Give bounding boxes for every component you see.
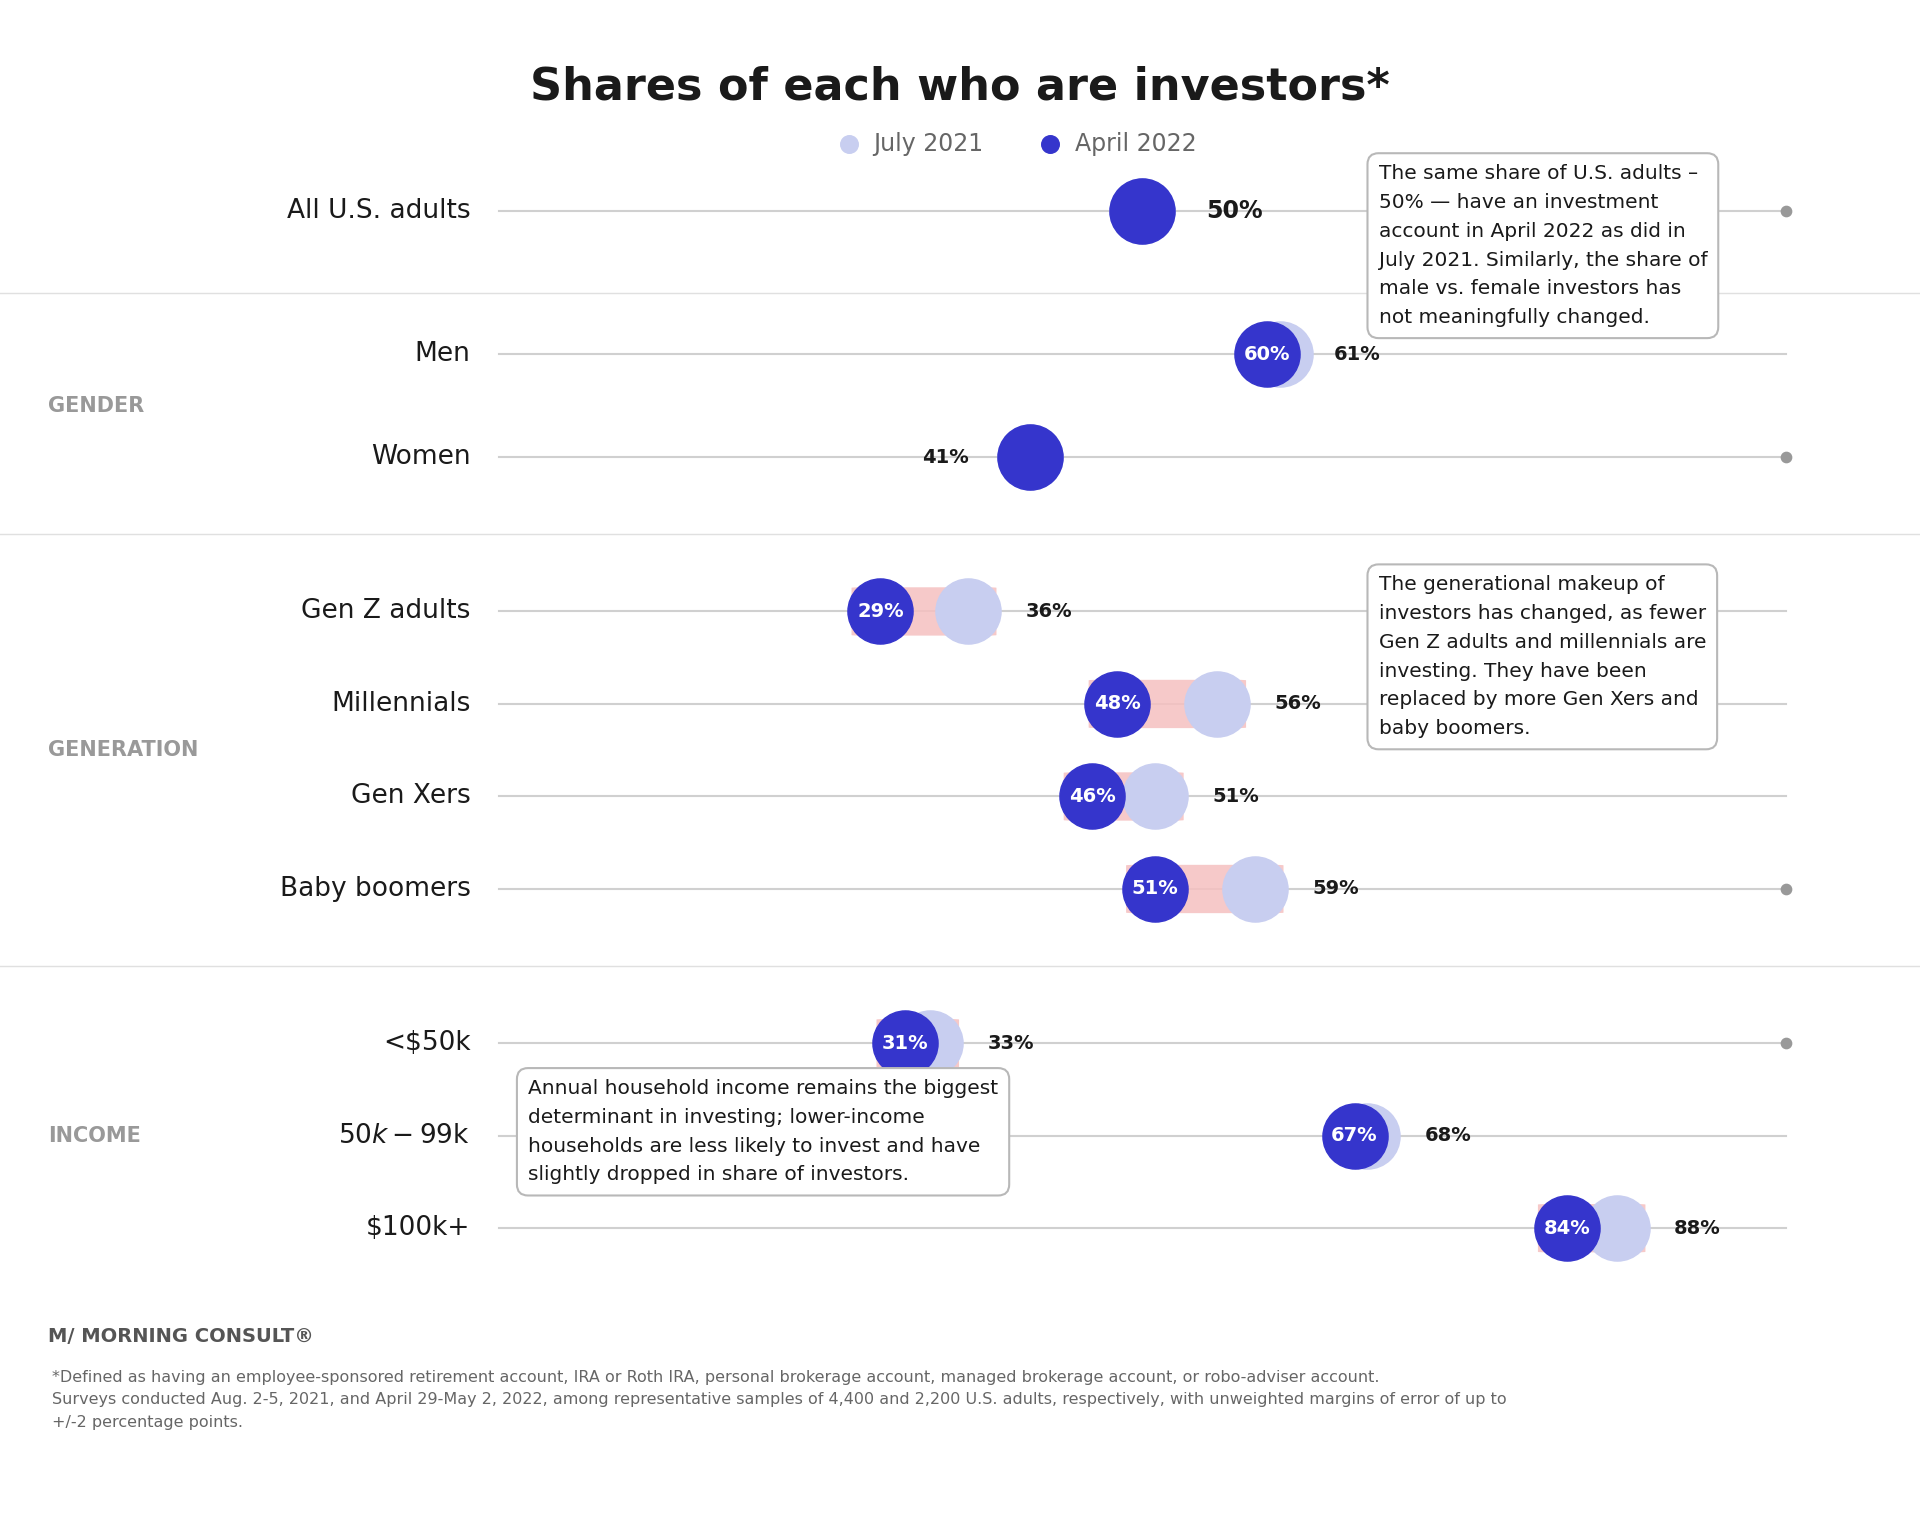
FancyBboxPatch shape [1064, 773, 1183, 820]
Point [1265, 343, 1296, 367]
Text: 84%: 84% [1544, 1218, 1590, 1238]
Point [864, 599, 895, 624]
Point [1014, 445, 1044, 470]
Point [1770, 198, 1801, 223]
Text: The same share of U.S. adults –
50% — have an investment
account in April 2022 a: The same share of U.S. adults – 50% — ha… [1379, 164, 1707, 327]
Text: <$50k: <$50k [382, 1031, 470, 1057]
FancyBboxPatch shape [1089, 680, 1246, 728]
Point [1601, 1217, 1632, 1241]
Text: 48%: 48% [1094, 694, 1140, 713]
FancyBboxPatch shape [1538, 1204, 1645, 1252]
Text: Baby boomers: Baby boomers [280, 876, 470, 902]
Text: All U.S. adults: All U.S. adults [286, 198, 470, 224]
Text: 29%: 29% [856, 602, 904, 621]
Point [1140, 785, 1171, 809]
Point [891, 1031, 922, 1055]
Text: $100k+: $100k+ [367, 1215, 470, 1241]
Text: 36%: 36% [1025, 602, 1071, 621]
Point [1240, 877, 1271, 902]
Text: 60%: 60% [1244, 346, 1290, 364]
Text: 46%: 46% [1069, 786, 1116, 806]
FancyBboxPatch shape [876, 1018, 960, 1068]
Text: GENERATION: GENERATION [48, 740, 198, 760]
Point [833, 132, 864, 157]
Point [1035, 132, 1066, 157]
Text: Annual household income remains the biggest
determinant in investing; lower-inco: Annual household income remains the bigg… [528, 1080, 998, 1184]
Text: 68%: 68% [1425, 1126, 1471, 1146]
Point [1770, 877, 1801, 902]
Text: 61%: 61% [1334, 346, 1380, 364]
Text: 88%: 88% [1674, 1218, 1720, 1238]
Text: Millennials: Millennials [330, 691, 470, 717]
Point [1551, 1217, 1582, 1241]
Text: Men: Men [415, 341, 470, 367]
Text: INCOME: INCOME [48, 1126, 140, 1146]
Text: Gen Xers: Gen Xers [351, 783, 470, 809]
Text: 56%: 56% [1275, 694, 1321, 713]
Text: 51%: 51% [1213, 786, 1260, 806]
Text: $50k-$99k: $50k-$99k [338, 1123, 470, 1149]
Point [952, 599, 983, 624]
Point [1340, 1123, 1371, 1147]
Text: 50%: 50% [1206, 198, 1261, 223]
Text: 51%: 51% [1131, 880, 1179, 899]
Text: 67%: 67% [1331, 1126, 1379, 1146]
Point [1770, 445, 1801, 470]
FancyBboxPatch shape [1125, 865, 1283, 912]
Point [1140, 877, 1171, 902]
Text: M/ MORNING CONSULT®: M/ MORNING CONSULT® [48, 1327, 313, 1346]
Text: 33%: 33% [989, 1034, 1035, 1052]
Point [916, 1031, 947, 1055]
Point [1352, 1123, 1382, 1147]
Point [1077, 785, 1108, 809]
Text: Gen Z adults: Gen Z adults [301, 599, 470, 625]
Point [1102, 691, 1133, 716]
FancyBboxPatch shape [852, 587, 996, 636]
Text: *Defined as having an employee-sponsored retirement account, IRA or Roth IRA, pe: *Defined as having an employee-sponsored… [52, 1370, 1507, 1430]
Text: July 2021: July 2021 [874, 132, 983, 155]
Point [1127, 198, 1158, 223]
Text: 59%: 59% [1313, 880, 1359, 899]
Point [1770, 1031, 1801, 1055]
Point [1252, 343, 1283, 367]
Point [1014, 445, 1044, 470]
Text: Women: Women [371, 444, 470, 470]
Point [1127, 198, 1158, 223]
Text: 41%: 41% [922, 449, 968, 467]
Text: 31%: 31% [881, 1034, 929, 1052]
Point [1202, 691, 1233, 716]
Text: April 2022: April 2022 [1075, 132, 1196, 155]
Text: Shares of each who are investors*: Shares of each who are investors* [530, 66, 1390, 109]
Text: GENDER: GENDER [48, 396, 144, 416]
Text: The generational makeup of
investors has changed, as fewer
Gen Z adults and mill: The generational makeup of investors has… [1379, 576, 1707, 739]
